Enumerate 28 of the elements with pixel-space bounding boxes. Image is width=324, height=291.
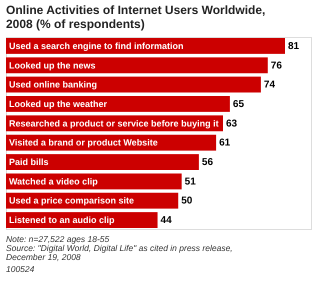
text: Note: n=27,522 ages 18-55 — [6, 234, 110, 244]
data-label: 76 — [270, 60, 282, 72]
y-tick-label: Paid bills — [9, 157, 49, 168]
data-label: 65 — [232, 98, 244, 110]
y-tick-label: Visited a brand or product Website — [9, 138, 158, 148]
data-label: 56 — [202, 157, 214, 168]
y-tick-label: Used online banking — [9, 80, 98, 90]
y-tick-label: Looked up the news — [9, 60, 96, 70]
y-tick-label: Researched a product or service before buying it — [9, 118, 219, 128]
source-note: Source: "Digital World, Digital Life" as cited in press release, December 19, 2008 — [6, 243, 233, 262]
y-tick-label: Looked up the weather — [9, 98, 108, 109]
y-tick-label: Used a price comparison site — [9, 196, 134, 206]
bar — [6, 96, 230, 112]
text: 100524 — [6, 264, 35, 274]
data-label: 44 — [160, 215, 172, 226]
data-label: 74 — [264, 80, 276, 91]
data-label: 51 — [184, 176, 196, 188]
data-label: 63 — [226, 118, 238, 130]
y-tick-label: Used a search engine to find information — [9, 40, 184, 51]
bar — [6, 154, 199, 170]
data-label: 50 — [181, 196, 193, 207]
y-tick-label: Listened to an audio clip — [9, 215, 116, 226]
y-tick-label: Watched a video clip — [9, 176, 98, 186]
bar — [6, 76, 261, 93]
data-label: 61 — [219, 138, 231, 149]
bar — [6, 57, 268, 74]
data-label: 81 — [288, 40, 300, 52]
chart-title: Online Activities of Internet Users Worldwide, 2008 (% of respondents) — [6, 3, 266, 31]
